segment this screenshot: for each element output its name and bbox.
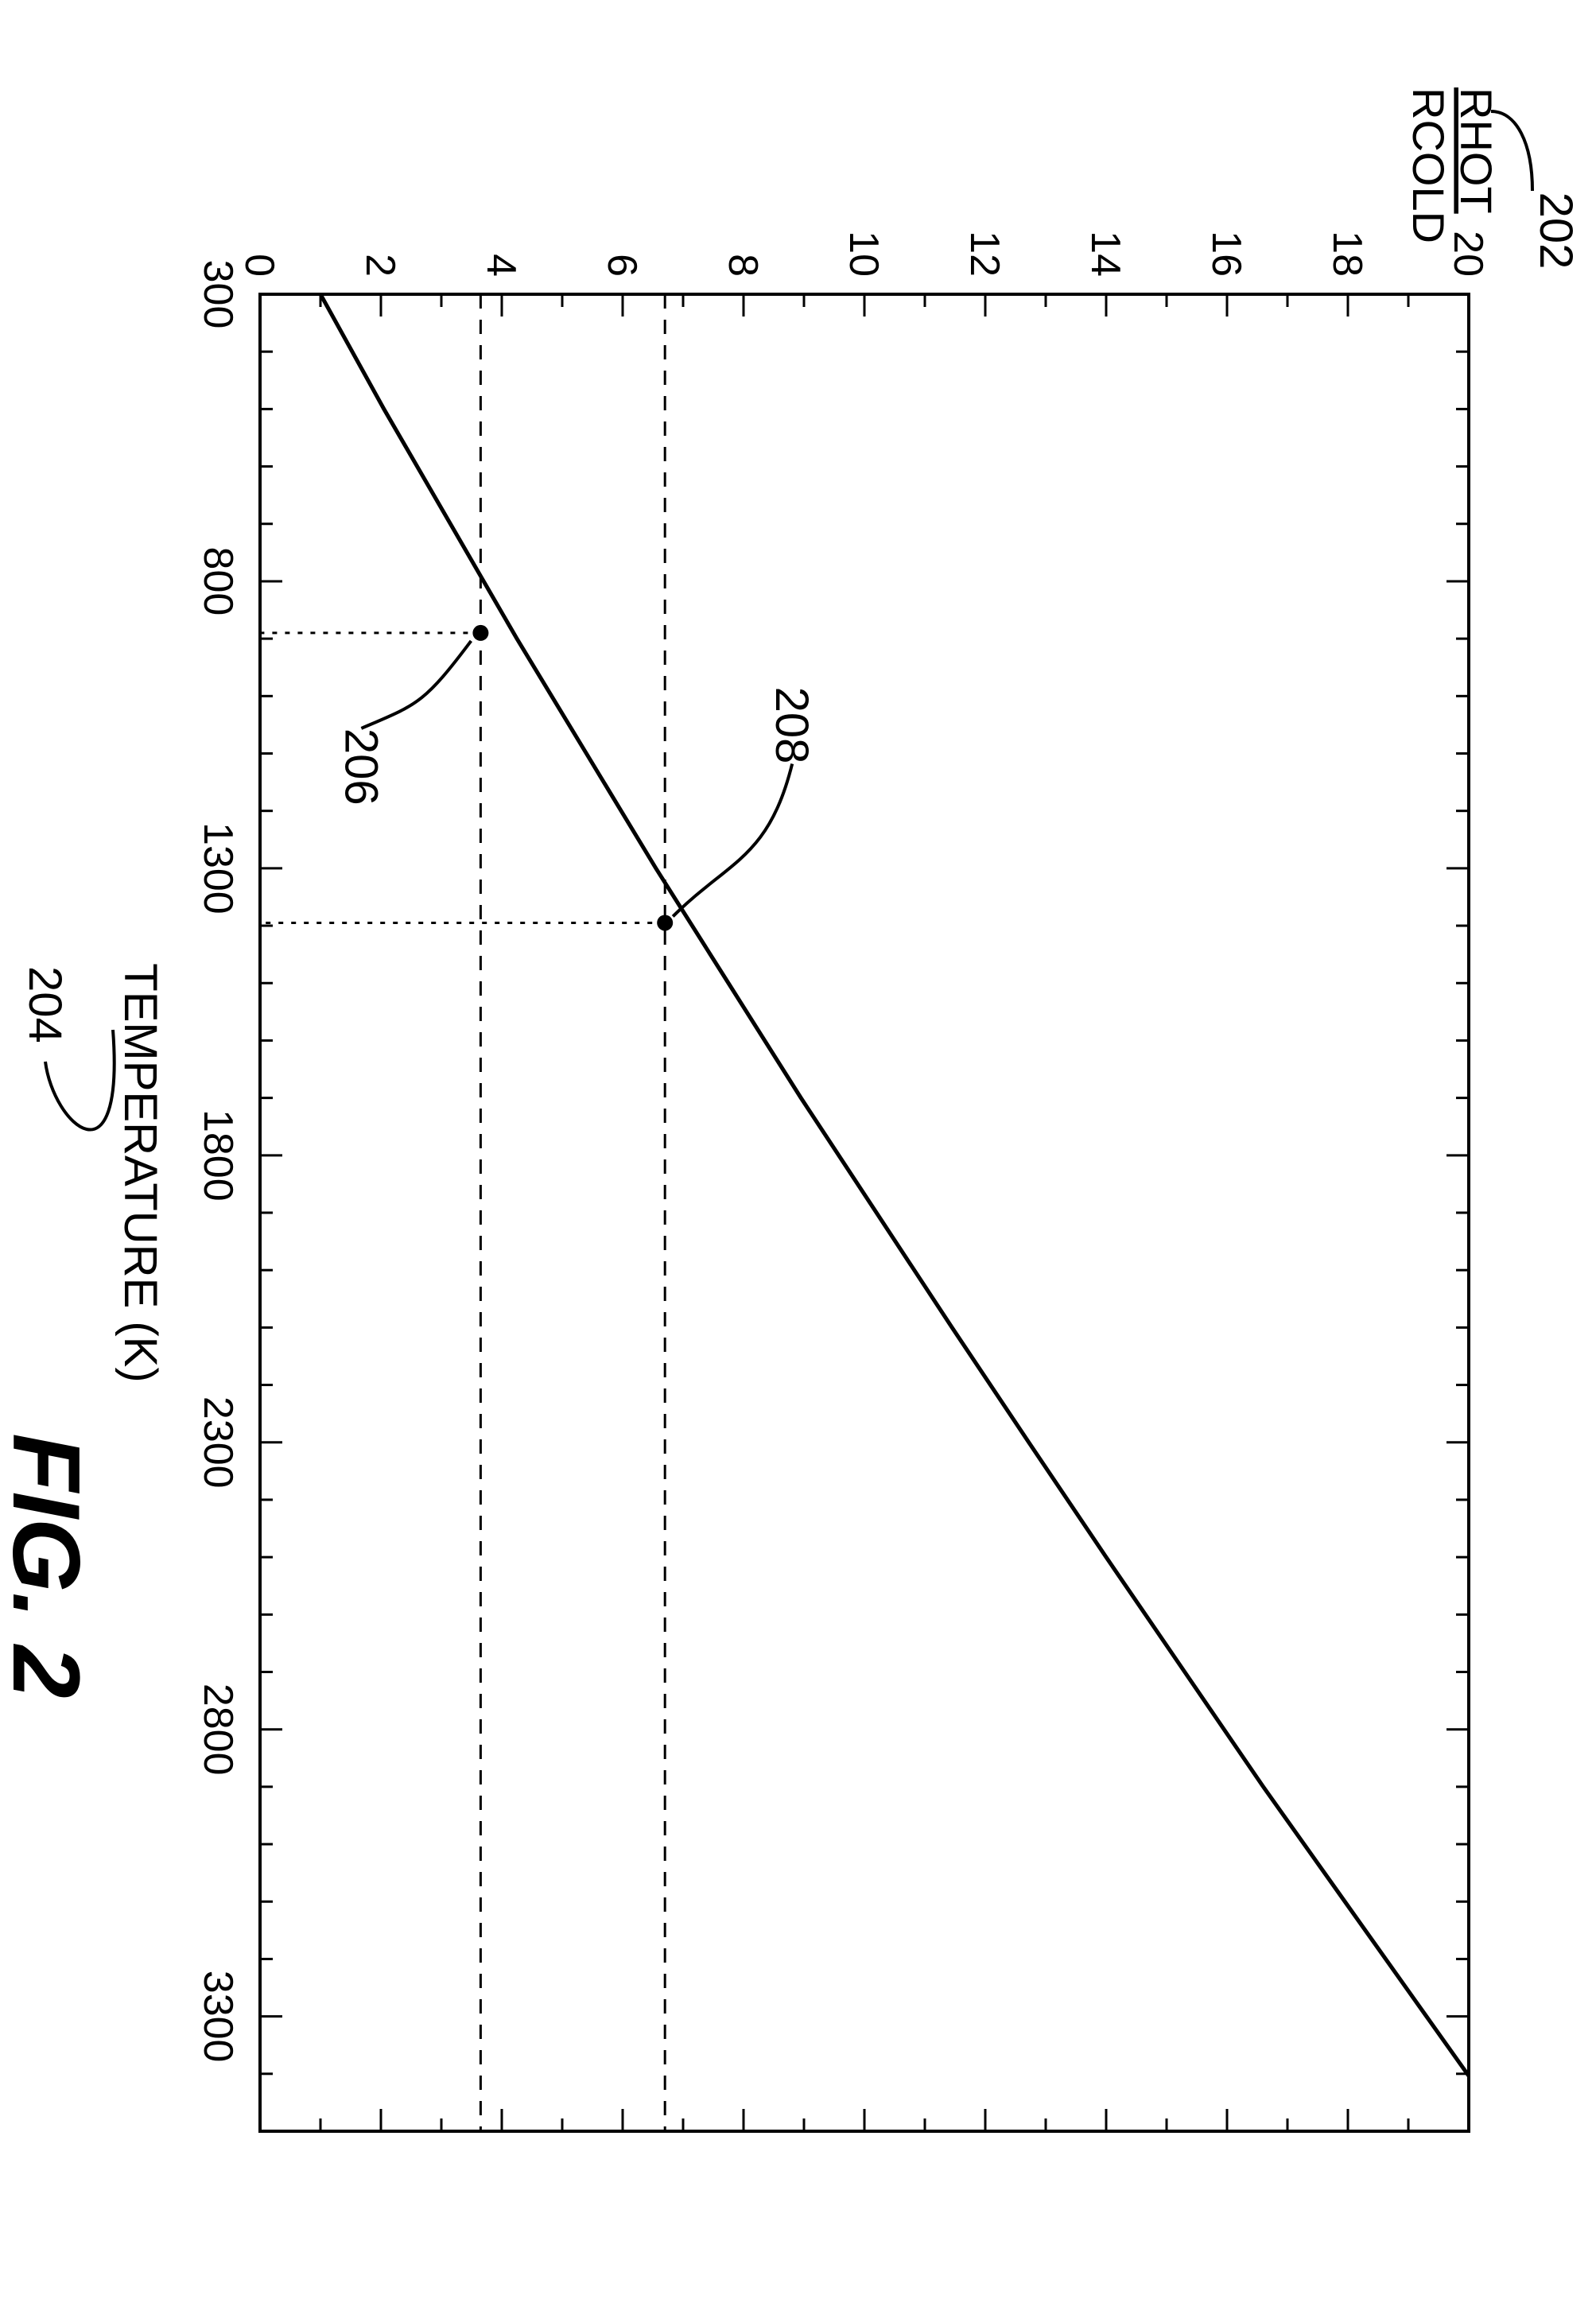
callout-label: 208: [766, 687, 817, 764]
y-tick-label: 0: [236, 254, 282, 277]
y-tick-label: 2: [357, 254, 403, 277]
y-tick-label: 18: [1324, 231, 1370, 277]
callout-label: 206: [335, 728, 386, 806]
x-tick-label: 1800: [195, 1109, 241, 1202]
y-tick-label: 6: [599, 254, 645, 277]
x-tick-label: 2300: [195, 1396, 241, 1489]
callout-label: 202: [1530, 192, 1582, 270]
x-tick-label: 800: [195, 547, 241, 616]
data-point: [472, 625, 488, 641]
figure-label: FIG. 2: [0, 1433, 99, 1698]
x-tick-label: 1300: [195, 822, 241, 915]
y-tick-label: 12: [961, 231, 1008, 277]
callout-label: 204: [19, 966, 71, 1043]
y-tick-label: 14: [1082, 231, 1128, 277]
y-tick-label: 4: [478, 254, 524, 277]
chart-svg: 2062080246810121416182030080013001800230…: [0, 0, 1596, 2299]
y-tick-label: 10: [841, 231, 887, 277]
y-axis-label-top: RHOT: [1451, 87, 1501, 214]
plot-area: [260, 294, 1469, 2131]
data-point: [657, 915, 673, 930]
x-axis-label: TEMPERATURE (K): [115, 963, 166, 1382]
chart-figure: 2062080246810121416182030080013001800230…: [0, 0, 1596, 2299]
x-tick-label: 3300: [195, 1971, 241, 2063]
y-tick-label: 16: [1203, 231, 1249, 277]
x-tick-label: 2800: [195, 1683, 241, 1776]
x-tick-label: 300: [195, 260, 241, 329]
y-axis-label-bottom: RCOLD: [1404, 87, 1454, 243]
y-tick-label: 8: [720, 254, 766, 277]
